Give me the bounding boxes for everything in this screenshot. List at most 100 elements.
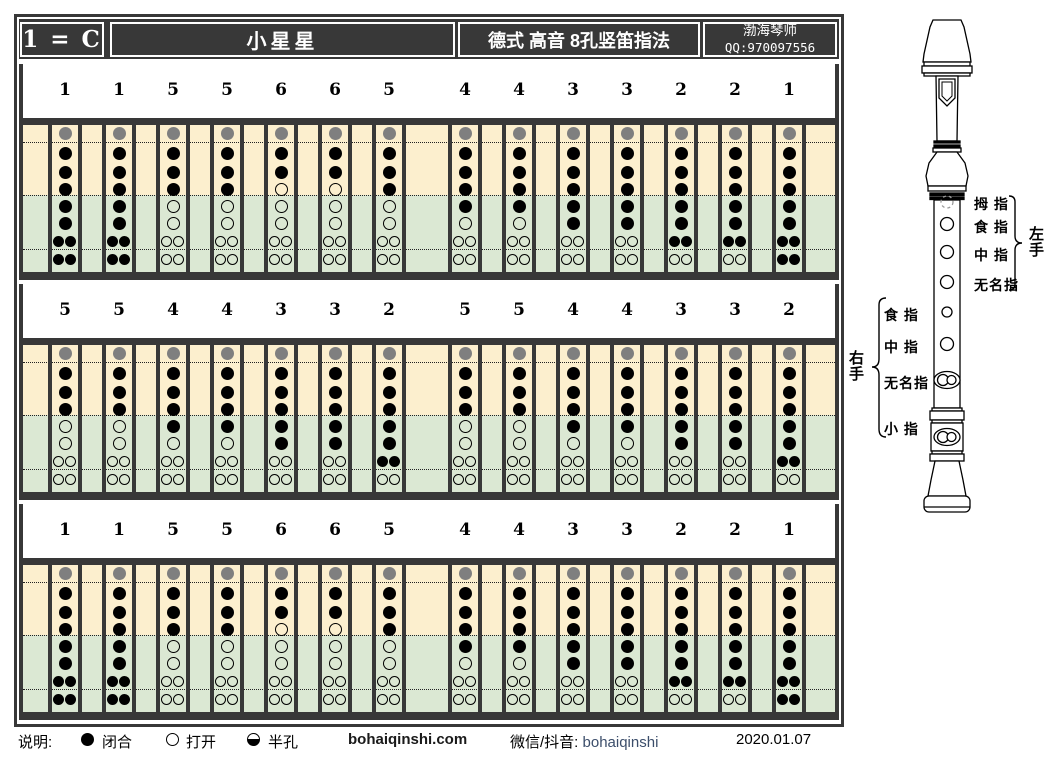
double-hole-circle [723,253,734,265]
fingering-column [448,345,482,492]
note-number: 3 [275,300,287,320]
double-hole-circle [377,473,388,485]
double-hole-circle [335,473,346,485]
double-hole-circle [335,455,346,467]
note-number: 2 [783,300,795,320]
closed-hole [674,639,688,653]
note-number: 1 [59,80,71,100]
system-3: 1 1 5 5 6 6 5 4 4 3 3 2 2 1 [19,504,839,720]
double-hole [377,693,401,705]
double-hole-circle [65,675,76,687]
double-hole [377,675,401,687]
thumb-hole [566,566,580,580]
thumb-hole [58,126,72,140]
closed-hole [728,622,742,636]
closed-hole [566,419,580,433]
right-hand-bracket [871,297,887,438]
closed-hole [58,216,72,230]
double-hole-circle [561,675,572,687]
double-hole-circle [119,253,130,265]
fingering-column [48,565,82,712]
note-number: 5 [383,520,395,540]
open-hole [220,639,234,653]
thumb-hole [274,126,288,140]
double-hole [561,253,585,265]
closed-hole [220,402,234,416]
double-hole-circle [627,693,638,705]
fingering-column [48,345,82,492]
double-hole-circle [681,693,692,705]
label-left-hand: 左手 [1028,226,1044,259]
open-hole [328,622,342,636]
closed-hole [220,182,234,196]
double-hole-circle [453,693,464,705]
closed-hole [512,586,526,600]
closed-hole [566,402,580,416]
closed-hole [220,622,234,636]
double-hole [723,473,747,485]
double-hole-circle [465,235,476,247]
closed-hole [458,366,472,380]
thumb-hole [328,126,342,140]
closed-hole [458,165,472,179]
double-hole-circle [669,455,680,467]
double-hole-circle [507,693,518,705]
double-hole-circle [681,473,692,485]
closed-hole [620,622,634,636]
closed-hole-icon [81,733,94,746]
double-hole [507,235,531,247]
thumb-hole [58,346,72,360]
note-number: 5 [113,300,125,320]
label-left-middle: 中 指 [974,247,1009,263]
closed-hole [112,146,126,160]
double-hole-circle [777,253,788,265]
double-hole-circle [377,675,388,687]
closed-hole [674,199,688,213]
fingering-column [102,345,136,492]
double-hole-circle [615,253,626,265]
double-hole [53,455,77,467]
fingering-column [772,125,806,272]
closed-hole [458,146,472,160]
double-hole-circle [335,235,346,247]
open-hole [620,436,634,450]
closed-hole [274,385,288,399]
double-hole-circle [561,473,572,485]
double-hole-circle [53,675,64,687]
system-2: 5 5 4 4 3 3 2 5 5 4 4 3 3 2 [19,284,839,500]
fingering-column [318,565,352,712]
closed-hole [620,216,634,230]
fingering-column [610,125,644,272]
double-hole [53,253,77,265]
double-hole-circle [161,693,172,705]
fingering-column [502,345,536,492]
double-hole-circle [281,675,292,687]
closed-hole [274,146,288,160]
fingering-column [318,345,352,492]
closed-hole [674,146,688,160]
fingering-column [448,565,482,712]
label-left-ring: 无名指 [974,277,1019,293]
fingering-column [664,345,698,492]
left-hand-bracket [1008,195,1023,291]
fingering-column [372,565,406,712]
closed-hole [58,402,72,416]
double-hole-circle [561,455,572,467]
thumb-hole [566,126,580,140]
closed-hole [566,586,580,600]
thumb-hole [274,566,288,580]
double-hole-circle [627,455,638,467]
closed-hole [728,366,742,380]
closed-hole [58,605,72,619]
thumb-hole [166,346,180,360]
note-number: 3 [567,80,579,100]
double-hole-circle [669,675,680,687]
thumb-hole [382,126,396,140]
closed-hole [112,622,126,636]
double-hole-circle [377,455,388,467]
thumb-hole [220,566,234,580]
closed-hole [458,586,472,600]
double-hole [615,693,639,705]
double-hole-circle [65,235,76,247]
